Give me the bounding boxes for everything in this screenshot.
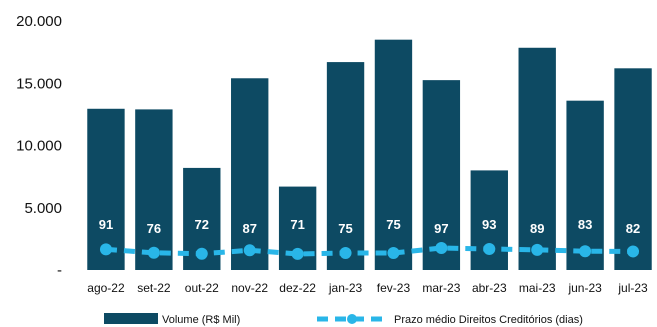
line-series [99, 242, 640, 260]
legend-marker-prazo [347, 314, 357, 324]
line-point-dez-22 [291, 247, 304, 260]
line-point-out-22 [195, 247, 208, 260]
data-label-mar-23: 97 [434, 221, 448, 236]
legend-label-volume: Volume (R$ Mil) [162, 314, 240, 326]
x-tick-label: mar-23 [422, 281, 460, 295]
line-point-nov-22 [243, 244, 256, 257]
line-path [105, 245, 634, 257]
line-point-jun-23 [579, 245, 592, 258]
x-tick-label: jun-23 [567, 281, 602, 295]
y-tick-label: 20.000 [16, 13, 62, 30]
line-point-abr-23 [483, 242, 496, 255]
bar-jan-23 [326, 62, 365, 271]
x-tick-label: set-22 [137, 281, 171, 295]
y-axis: - 5.000 10.000 15.000 20.000 [16, 13, 62, 279]
x-axis: ago-22 set-22 out-22 nov-22 dez-22 jan-23 fev-… [87, 281, 648, 295]
x-tick-label: mai-23 [519, 281, 556, 295]
y-tick-label: 10.000 [16, 138, 62, 155]
data-label-ago-22: 91 [99, 217, 113, 232]
bar-set-22 [135, 109, 173, 271]
x-tick-label: fev-23 [377, 281, 411, 295]
line-point-jan-23 [339, 247, 352, 260]
data-label-set-22: 76 [147, 221, 161, 236]
bar-mai-23 [518, 47, 556, 270]
data-label-nov-22: 87 [242, 221, 256, 236]
bar-ago-22 [87, 108, 125, 271]
line-point-ago-22 [99, 243, 112, 256]
bar-fev-23 [374, 39, 413, 270]
line-point-fev-23 [387, 247, 400, 260]
data-label-jan-23: 75 [338, 221, 352, 236]
bar-jun-23 [566, 100, 604, 271]
bar-mar-23 [422, 80, 461, 270]
line-point-mai-23 [531, 243, 544, 256]
line-point-jul-23 [627, 245, 640, 258]
x-tick-label: nov-22 [231, 281, 268, 295]
y-tick-label: 5.000 [24, 200, 62, 217]
y-tick-label: 15.000 [16, 75, 62, 92]
bar-nov-22 [231, 78, 269, 271]
data-label-jul-23: 82 [626, 221, 640, 236]
x-tick-label: ago-22 [87, 281, 125, 295]
legend-swatch-volume [104, 313, 158, 324]
legend: Volume (R$ Mil) Prazo médio Direitos Cred… [104, 313, 583, 326]
x-tick-label: out-22 [185, 281, 219, 295]
y-tick-label: - [57, 262, 62, 279]
x-tick-label: jan-23 [328, 281, 363, 295]
data-label-abr-23: 93 [482, 217, 496, 232]
x-tick-label: abr-23 [472, 281, 507, 295]
data-label-out-22: 72 [195, 217, 209, 232]
data-label-mai-23: 89 [530, 221, 544, 236]
data-label-fev-23: 75 [386, 217, 400, 232]
line-point-set-22 [147, 246, 160, 259]
line-point-mar-23 [435, 242, 448, 255]
legend-label-prazo: Prazo médio Direitos Creditórios (dias) [394, 314, 583, 326]
data-label-jun-23: 83 [578, 217, 592, 232]
x-tick-label: jul-23 [617, 281, 648, 295]
bar-jul-23 [614, 68, 652, 270]
data-labels: 91 76 72 87 71 75 75 97 93 89 83 82 [99, 217, 641, 236]
data-label-dez-22: 71 [290, 217, 304, 232]
x-tick-label: dez-22 [279, 281, 316, 295]
bars [87, 39, 652, 271]
